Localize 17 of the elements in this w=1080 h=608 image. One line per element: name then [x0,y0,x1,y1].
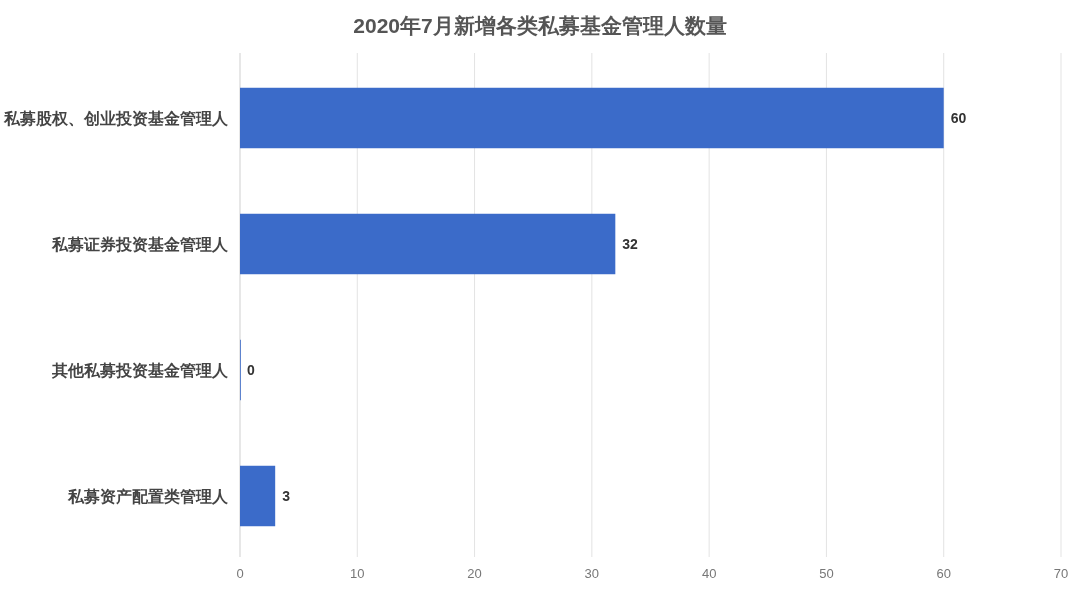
category-label: 私募资产配置类管理人 [68,487,228,505]
x-tick-label: 10 [350,566,365,581]
x-tick-label: 30 [584,566,600,581]
x-tick-label: 60 [936,566,951,581]
x-tick-label: 0 [236,566,244,581]
category-label: 其他私募投资基金管理人 [52,361,228,379]
x-tick-label: 20 [467,566,482,581]
data-label: 3 [282,488,290,504]
category-label: 私募证券投资基金管理人 [52,235,228,253]
data-label: 60 [950,110,967,126]
category-label: 私募股权、创业投资基金管理人 [4,109,228,127]
x-tick-label: 70 [1053,566,1069,581]
data-label: 32 [622,236,638,252]
x-tick-label: 50 [819,566,834,581]
title: 2020年7月新增各类私募基金管理人数量 [353,14,727,37]
x-tick-label: 40 [701,566,717,581]
data-label: 0 [247,362,255,378]
